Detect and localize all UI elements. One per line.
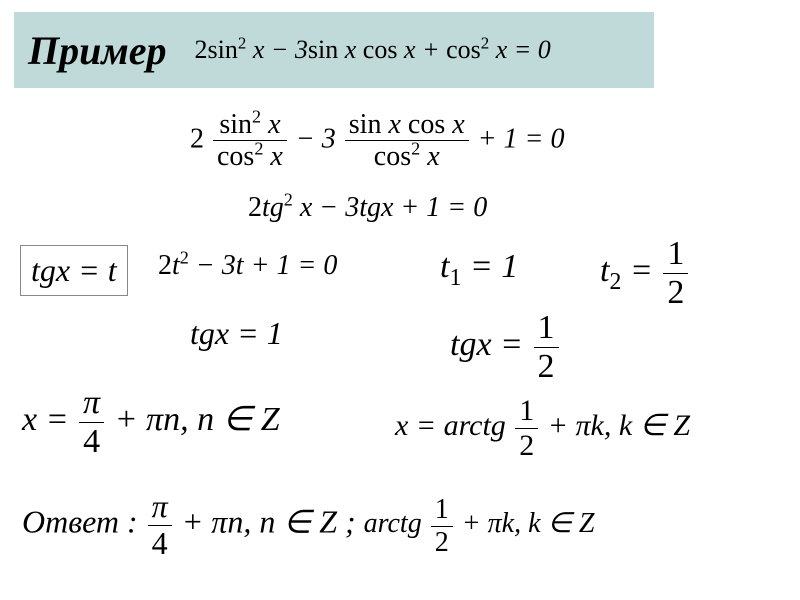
solution-right: x = arctg 1 2 + πk, k ∈ Z bbox=[395, 395, 690, 461]
answer-line: Ответ : π 4 + πn, n ∈ Z ; arctg 1 2 + πk… bbox=[22, 490, 594, 560]
header-title: Пример bbox=[28, 27, 167, 74]
root-t1: t1 = 1 bbox=[440, 248, 518, 286]
header-equation: 2sin2 x − 3sin x cos x + cos2 x = 0 bbox=[195, 35, 551, 65]
solution-left: x = π 4 + πn, n ∈ Z bbox=[22, 385, 280, 459]
step-divide-cos2: 2 sin2 x cos2 x − 3 sin x cos x cos2 x +… bbox=[190, 110, 564, 172]
step-quadratic-t: 2t2 − 3t + 1 = 0 bbox=[158, 250, 337, 282]
tgx-eq-1: tgx = 1 bbox=[190, 315, 283, 352]
root-t2: t2 = 1 2 bbox=[600, 236, 690, 310]
tgx-eq-half: tgx = 1 2 bbox=[450, 310, 561, 384]
substitution-box: tgx = t bbox=[20, 245, 128, 296]
step-tg-quadratic: 2tg2 x − 3tgx + 1 = 0 bbox=[248, 192, 487, 224]
example-header: Пример 2sin2 x − 3sin x cos x + cos2 x =… bbox=[14, 12, 654, 88]
